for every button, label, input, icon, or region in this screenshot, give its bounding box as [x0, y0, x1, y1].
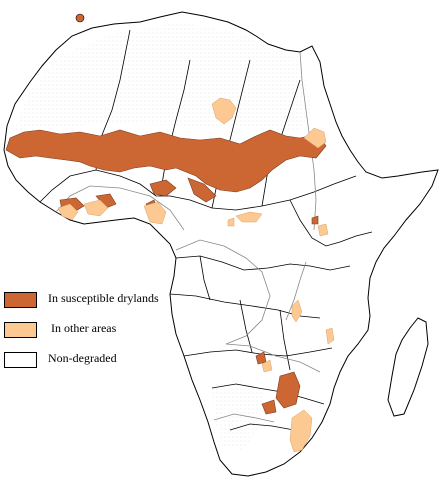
- legend-label-non-degraded: Non-degraded: [48, 351, 117, 365]
- legend-label-other-areas: In other areas: [48, 321, 117, 335]
- legend-swatch-non-degraded: [4, 352, 37, 368]
- legend-label-drylands: In susceptible drylands: [48, 291, 159, 305]
- legend-swatch-drylands: [4, 292, 37, 308]
- desert-texture-north: [14, 22, 312, 130]
- sicily-island: [75, 13, 85, 23]
- africa-outline: [3, 11, 439, 477]
- rivers: [55, 51, 321, 423]
- degraded-other-areas: [57, 97, 335, 453]
- desert-texture-south: [212, 378, 262, 450]
- madagascar-outline: [387, 317, 429, 417]
- legend-swatch-other-areas: [4, 322, 37, 338]
